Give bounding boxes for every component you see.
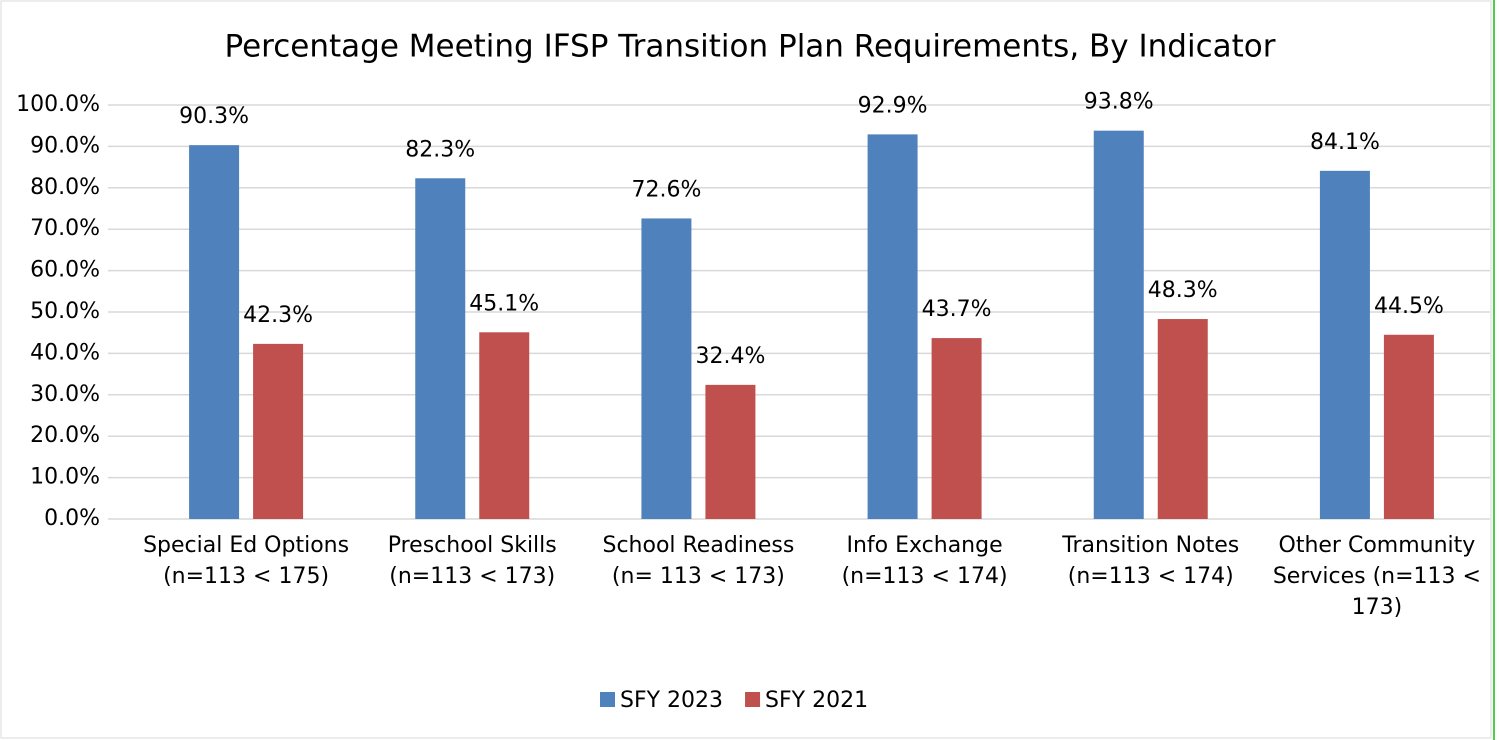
bar xyxy=(415,178,466,519)
x-tick-label: Transition Notes (n=113 < 174) xyxy=(1062,533,1240,589)
bar xyxy=(867,134,918,520)
data-label: 45.1% xyxy=(469,291,539,316)
legend-swatch xyxy=(745,692,761,707)
data-label: 48.3% xyxy=(1148,278,1218,303)
bar xyxy=(1319,170,1370,520)
y-tick-label: 30.0% xyxy=(30,382,100,407)
bar xyxy=(705,384,756,519)
chart-title: Percentage Meeting IFSP Transition Plan … xyxy=(225,29,1276,65)
legend-swatch xyxy=(600,692,615,707)
data-label: 82.3% xyxy=(405,137,475,162)
bar xyxy=(641,218,692,519)
y-tick-label: 70.0% xyxy=(30,216,100,241)
x-tick-label: Info Exchange (n=113 < 174) xyxy=(841,533,1008,589)
legend-label: SFY 2021 xyxy=(765,688,868,713)
y-tick-label: 20.0% xyxy=(30,423,100,448)
data-label: 72.6% xyxy=(631,177,701,202)
bar xyxy=(253,343,304,519)
y-tick-label: 80.0% xyxy=(30,175,100,200)
x-tick-label: Other Community Services (n=113 < 173) xyxy=(1272,533,1481,620)
data-label: 43.7% xyxy=(922,297,992,322)
y-tick-label: 100.0% xyxy=(16,92,100,117)
bar xyxy=(1383,334,1434,519)
y-tick-label: 90.0% xyxy=(30,133,100,158)
data-label: 44.5% xyxy=(1374,294,1444,319)
bar xyxy=(479,332,530,519)
legend-label: SFY 2023 xyxy=(620,688,723,713)
x-tick-label: Special Ed Options (n=113 < 175) xyxy=(143,533,350,589)
bar xyxy=(931,338,982,519)
data-label: 42.3% xyxy=(243,303,313,328)
x-tick-label: Preschool Skills (n=113 < 173) xyxy=(387,533,557,589)
bar xyxy=(1093,130,1144,519)
y-tick-label: 50.0% xyxy=(30,299,100,324)
x-tick-label: School Readiness (n= 113 < 173) xyxy=(602,533,795,589)
data-label: 92.9% xyxy=(858,93,928,118)
bar xyxy=(189,145,240,519)
data-label: 84.1% xyxy=(1310,130,1380,155)
data-label: 32.4% xyxy=(695,344,765,369)
y-tick-label: 10.0% xyxy=(30,465,100,490)
bar xyxy=(1157,319,1208,519)
data-label: 93.8% xyxy=(1084,90,1154,115)
y-tick-label: 60.0% xyxy=(30,258,100,283)
data-label: 90.3% xyxy=(179,104,249,129)
y-tick-label: 0.0% xyxy=(44,506,100,531)
y-tick-label: 40.0% xyxy=(30,340,100,365)
